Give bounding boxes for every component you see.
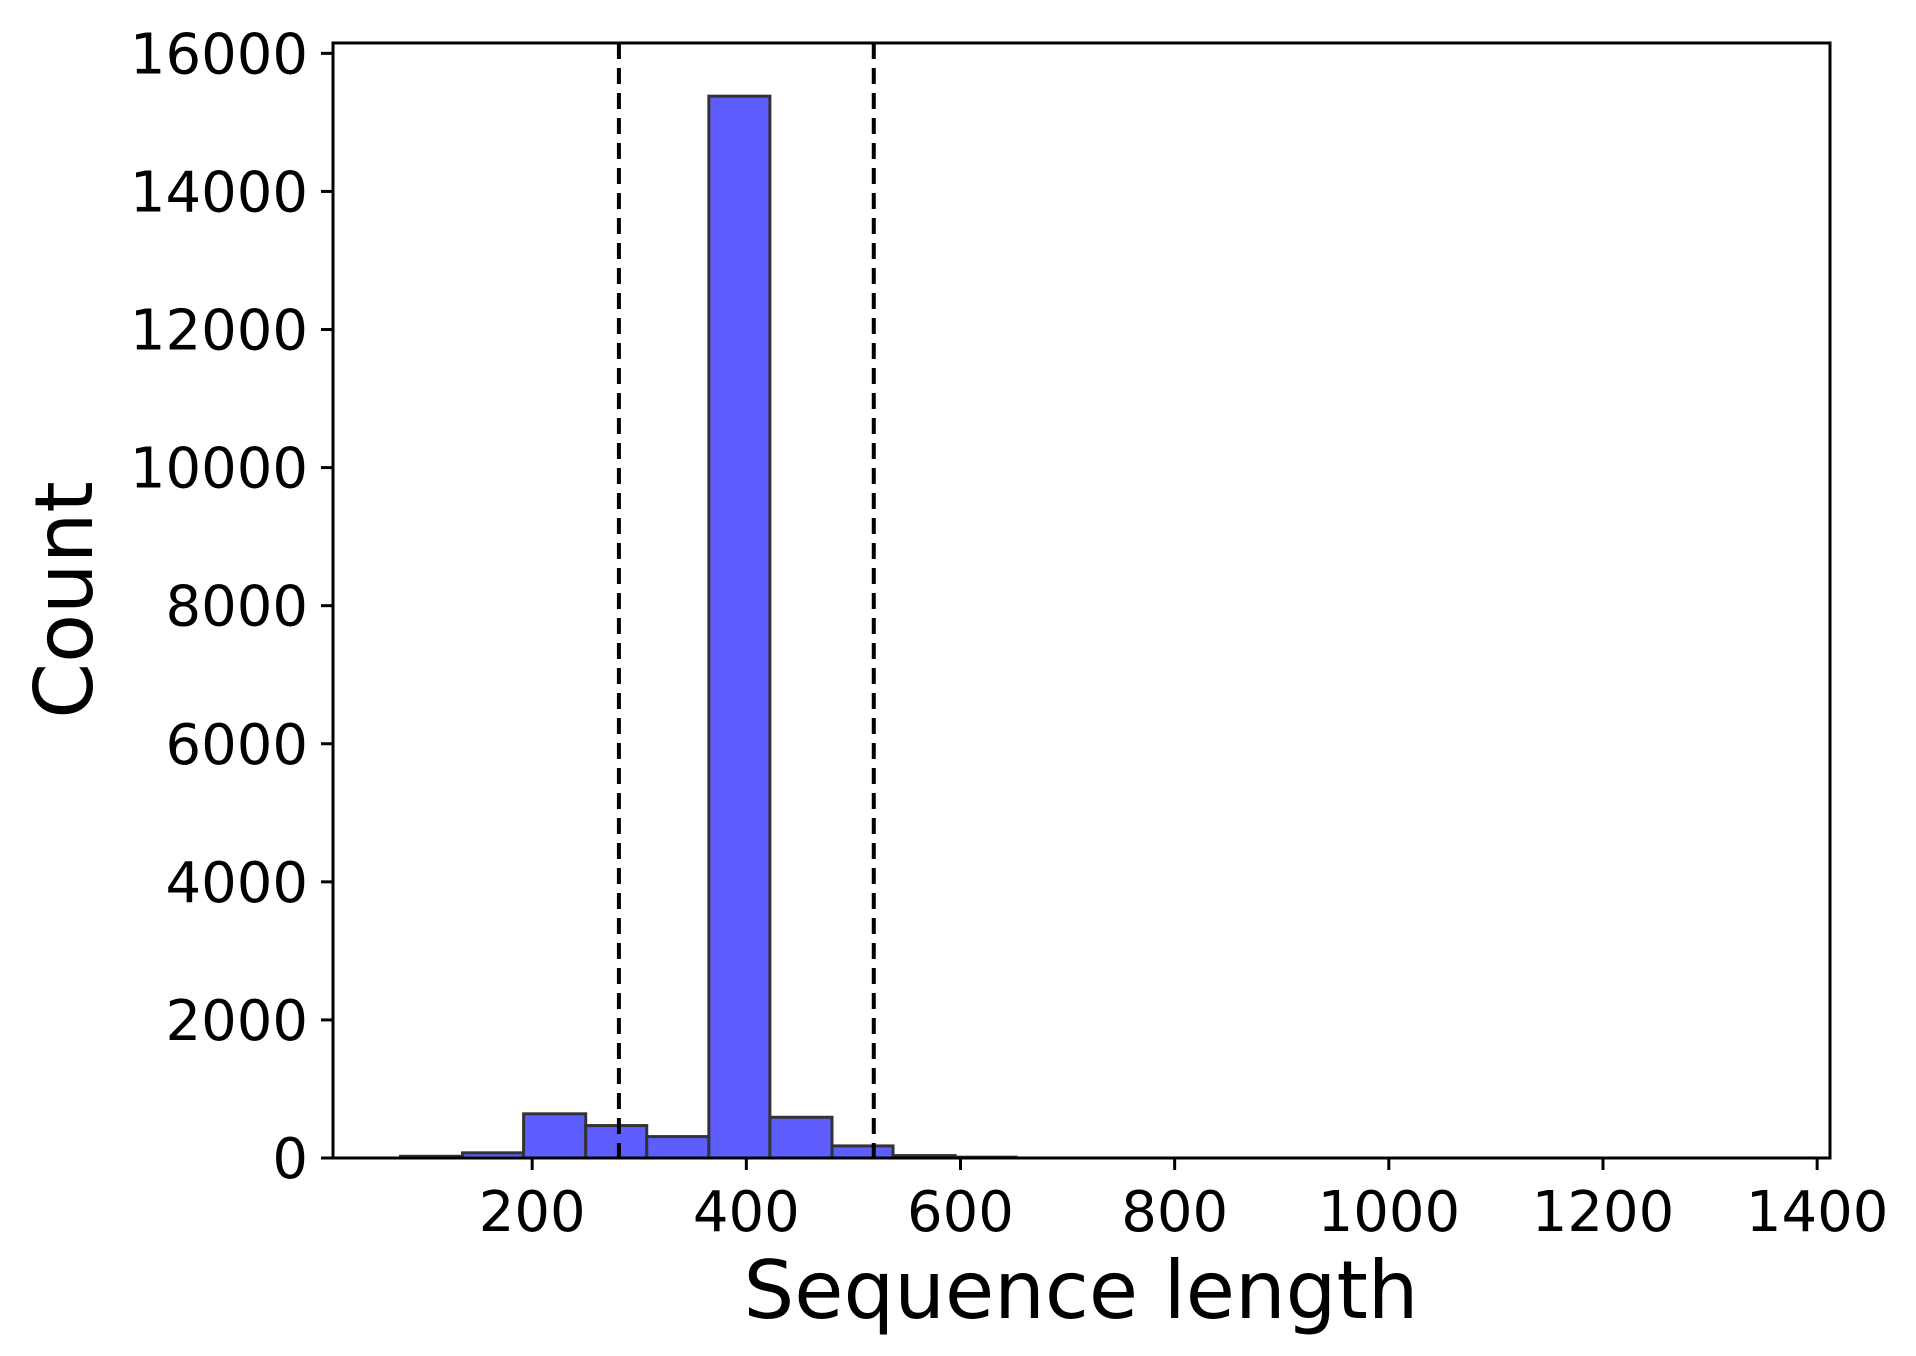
y-tick-label-4: 8000 bbox=[165, 575, 308, 640]
y-tick-label-5: 10000 bbox=[130, 437, 308, 502]
y-tick-label-6: 12000 bbox=[130, 299, 308, 364]
x-tick-label-3: 800 bbox=[1121, 1180, 1228, 1245]
y-tick-label-2: 4000 bbox=[165, 851, 308, 916]
y-axis-label: Count bbox=[18, 481, 111, 719]
histogram-bars bbox=[398, 94, 1018, 1160]
x-tick-label-1: 400 bbox=[693, 1180, 800, 1245]
y-tick-label-0: 0 bbox=[272, 1127, 308, 1192]
bar-7 bbox=[830, 1144, 895, 1160]
bar-3 bbox=[584, 1124, 649, 1160]
x-axis-label: Sequence length bbox=[743, 1244, 1418, 1337]
x-tick-label-5: 1200 bbox=[1532, 1180, 1675, 1245]
threshold-lines bbox=[616, 43, 876, 1158]
bar-4 bbox=[645, 1135, 711, 1160]
x-tick-label-4: 1000 bbox=[1318, 1180, 1461, 1245]
y-tick-label-7: 14000 bbox=[130, 160, 308, 225]
x-tick-label-0: 200 bbox=[479, 1180, 586, 1245]
bar-5 bbox=[707, 94, 772, 1160]
x-tick-label-6: 1400 bbox=[1746, 1180, 1889, 1245]
y-tick-label-8: 16000 bbox=[130, 22, 308, 87]
y-tick-label-3: 6000 bbox=[165, 713, 308, 778]
y-axis-ticks: 0 2000 4000 6000 8000 10000 12000 14000 16000 bbox=[130, 22, 333, 1192]
bar-6 bbox=[768, 1115, 834, 1160]
x-axis-ticks: 200 400 600 800 1000 1200 1400 bbox=[479, 1158, 1889, 1245]
plot-frame bbox=[331, 41, 1832, 1160]
y-tick-label-1: 2000 bbox=[165, 989, 308, 1054]
x-tick-label-2: 600 bbox=[907, 1180, 1014, 1245]
bar-2 bbox=[522, 1112, 588, 1160]
